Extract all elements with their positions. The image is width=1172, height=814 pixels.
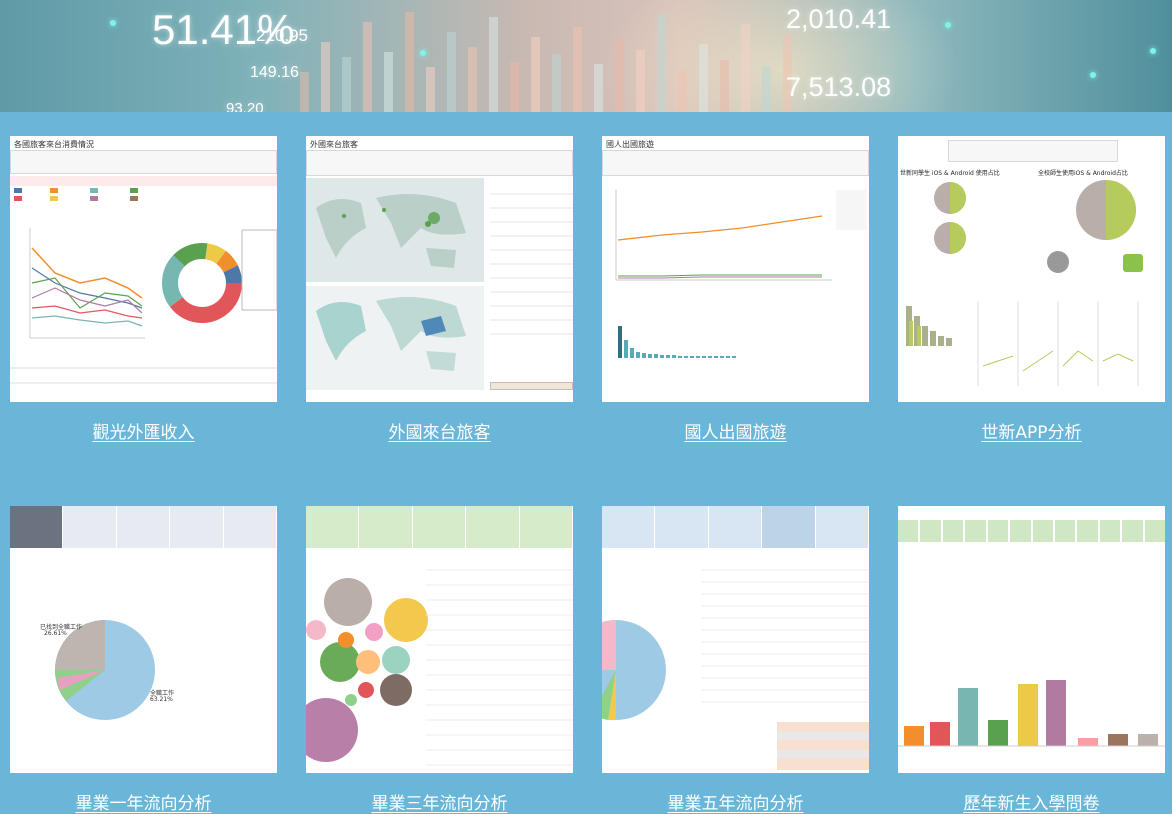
card-link-outbound-travel[interactable]: 國人出國旅遊 <box>684 423 787 443</box>
card-link-app-analysis[interactable]: 世新APP分析 <box>981 423 1082 443</box>
hero-bar <box>321 42 330 112</box>
hero-stat: 2,010.41 <box>786 4 892 34</box>
card-link-grad-1yr[interactable]: 畢業一年流向分析 <box>75 794 212 814</box>
hero-bar <box>447 32 456 112</box>
thumb-subtitle: 全校師生使用iOS & Android占比 <box>1038 170 1128 177</box>
hero-bar <box>531 37 540 112</box>
thumb-tab-strip <box>10 506 277 548</box>
thumb-tab-strip <box>306 506 573 548</box>
card-link-foreign-visitors[interactable]: 外國來台旅客 <box>388 423 491 443</box>
card-freshman-survey[interactable]: 歷年新生入學問卷 <box>898 506 1165 814</box>
thumb-title: 國人出國旅遊 <box>606 140 654 149</box>
thumb-chart-bubbles <box>306 569 573 766</box>
card-grad-1yr[interactable]: 已找到全職工作 26.61% 全職工作 63.21% 畢業一年流向分析 <box>10 506 277 814</box>
thumb-chart-pie <box>55 620 155 720</box>
thumb-description <box>898 550 1165 572</box>
thumb-button <box>490 382 573 390</box>
hero-stat: 93.20 <box>226 100 264 112</box>
thumbnail-grad-3yr[interactable] <box>306 506 573 773</box>
hero-bar <box>426 67 435 112</box>
thumbnail-grad-5yr[interactable] <box>602 506 869 773</box>
thumb-tab-strip <box>898 520 1165 542</box>
hero-stat: 149.16 <box>250 64 299 81</box>
card-foreign-visitors[interactable]: 外國來台旅客 外國來台旅客 <box>306 136 573 443</box>
thumb-chart-line-donut <box>10 188 277 384</box>
hero-bar <box>657 14 666 112</box>
thumbnail-grad-1yr[interactable]: 已找到全職工作 26.61% 全職工作 63.21% <box>10 506 277 773</box>
hero-stat: 7,513.08 <box>786 72 892 102</box>
thumb-label: 已找到全職工作 <box>40 624 83 631</box>
hero-bar-decoration <box>300 0 820 112</box>
hero-stat-percent: 51.41% <box>152 6 295 53</box>
thumb-filter-strip <box>948 140 1118 162</box>
hero-bar <box>363 22 372 112</box>
hero-bar <box>762 66 771 112</box>
thumb-tab-strip <box>602 506 869 548</box>
thumb-map-bottom <box>306 286 484 390</box>
hero-bar <box>594 64 603 112</box>
thumb-title: 外國來台旅客 <box>310 140 358 149</box>
hero-bar <box>405 12 414 112</box>
hero-bar <box>510 62 519 112</box>
thumb-map-top <box>306 178 484 282</box>
hero-bar <box>384 52 393 112</box>
hero-bar <box>489 17 498 112</box>
thumb-chart-line-bar <box>615 190 866 358</box>
thumb-info-strip <box>602 150 869 176</box>
hero-bar <box>300 72 309 112</box>
thumb-ranking-table <box>490 180 573 350</box>
hero-bar <box>720 60 729 112</box>
card-link-freshman-survey[interactable]: 歷年新生入學問卷 <box>963 794 1100 814</box>
card-grad-5yr[interactable]: 畢業五年流向分析 <box>602 506 869 814</box>
hero-banner: 51.41% 210.95 149.16 2,010.41 7,513.08 9… <box>0 0 1172 112</box>
hero-bar <box>636 50 645 112</box>
thumb-subtitle: 世新同學生 iOS & Android 使用占比 <box>900 170 1000 177</box>
world-map-icon <box>316 297 466 371</box>
hero-stat: 210.95 <box>256 26 308 45</box>
thumb-info-strip <box>10 150 277 174</box>
world-map-icon <box>316 194 466 268</box>
card-app-analysis[interactable]: 世新同學生 iOS & Android 使用占比 全校師生使用iOS & And… <box>898 136 1165 443</box>
card-link-tourism-revenue[interactable]: 觀光外匯收入 <box>92 423 195 443</box>
thumb-label: 63.21% <box>150 696 173 703</box>
thumb-chart-bar <box>898 680 1165 747</box>
hero-bar <box>678 70 687 112</box>
card-tourism-revenue[interactable]: 各國旅客來台消費情況 觀光外匯收入 <box>10 136 277 443</box>
thumb-table-lines <box>490 193 573 335</box>
card-grad-3yr[interactable]: 畢業三年流向分析 <box>306 506 573 814</box>
thumb-label: 26.61% <box>44 630 67 637</box>
hero-bar <box>552 54 561 112</box>
thumbnail-foreign-visitors[interactable]: 外國來台旅客 <box>306 136 573 402</box>
hero-sparkle <box>420 50 426 56</box>
hero-bar <box>468 47 477 112</box>
hero-bar <box>699 44 708 112</box>
thumb-chart-pie-bar <box>906 180 1143 386</box>
thumbnail-tourism-revenue[interactable]: 各國旅客來台消費情況 <box>10 136 277 402</box>
thumb-info-strip <box>306 150 573 176</box>
hero-sparkle <box>110 20 116 26</box>
card-link-grad-3yr[interactable]: 畢業三年流向分析 <box>371 794 508 814</box>
hero-bar <box>573 27 582 112</box>
thumb-title: 各國旅客來台消費情況 <box>14 140 94 149</box>
hero-bar <box>783 34 792 112</box>
hero-bar <box>615 40 624 112</box>
card-link-grad-5yr[interactable]: 畢業五年流向分析 <box>667 794 804 814</box>
thumb-warning-strip <box>10 176 277 186</box>
hero-sparkle <box>1150 48 1156 54</box>
hero-sparkle <box>945 22 951 28</box>
card-outbound-travel[interactable]: 國人出國旅遊 國人出國旅遊 <box>602 136 869 443</box>
thumbnail-outbound-travel[interactable]: 國人出國旅遊 <box>602 136 869 402</box>
thumbnail-freshman-survey[interactable] <box>898 506 1165 773</box>
hero-bar <box>741 24 750 112</box>
hero-bar <box>342 57 351 112</box>
thumb-label: 全職工作 <box>150 690 175 697</box>
hero-sparkle <box>1090 72 1096 78</box>
thumb-chart-pie-table <box>602 569 869 770</box>
thumbnail-app-analysis[interactable]: 世新同學生 iOS & Android 使用占比 全校師生使用iOS & And… <box>898 136 1165 402</box>
